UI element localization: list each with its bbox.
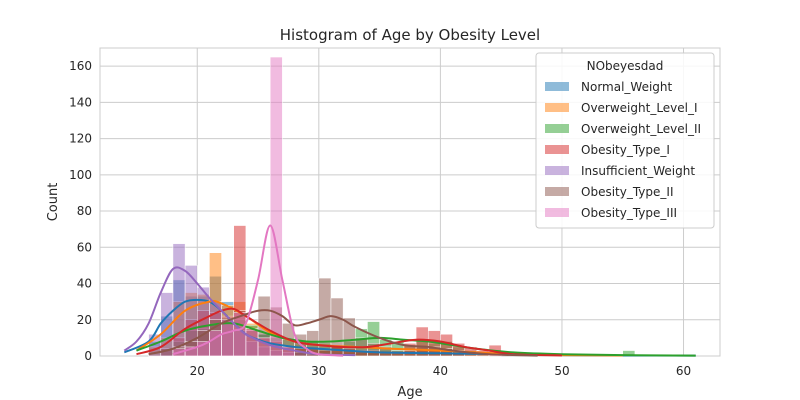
y-tick-label: 140	[69, 95, 92, 109]
legend-label-overweight-level-i: Overweight_Level_I	[581, 101, 698, 115]
y-axis-label: Count	[46, 183, 61, 222]
bar-obesity-type-iii	[269, 56, 283, 357]
x-tick-label: 40	[433, 364, 448, 378]
kde-line-overweight-level-ii	[136, 322, 696, 357]
y-tick-label: 60	[77, 240, 92, 254]
y-tick-label: 100	[69, 168, 92, 182]
y-tick-label: 40	[77, 277, 92, 291]
legend-swatch-obesity-type-ii	[545, 187, 569, 196]
y-tick-label: 80	[77, 204, 92, 218]
legend-swatch-obesity-type-iii	[545, 208, 569, 217]
kde-line-insufficient-weight	[123, 266, 356, 357]
kde-line-obesity-type-ii	[148, 309, 538, 357]
x-tick-label: 50	[554, 364, 569, 378]
kde-line-obesity-type-i	[136, 307, 562, 357]
bar-obesity-type-iii	[245, 328, 259, 357]
legend-swatch-normal-weight	[545, 82, 569, 91]
x-axis-label: Age	[397, 385, 422, 400]
legend-label-obesity-type-iii: Obesity_Type_III	[581, 206, 677, 220]
x-axis-ticks: 20 30 40 50 60	[190, 364, 692, 378]
x-tick-label: 60	[676, 364, 691, 378]
legend-label-obesity-type-i: Obesity_Type_I	[581, 143, 670, 157]
legend-swatch-overweight-level-ii	[545, 124, 569, 133]
legend-label-overweight-level-ii: Overweight_Level_II	[581, 122, 701, 136]
kde-curves	[123, 224, 696, 357]
legend-label-insufficient-weight: Insufficient_Weight	[581, 164, 695, 178]
bar-obesity-type-iii	[221, 319, 234, 357]
y-tick-label: 120	[69, 132, 92, 146]
legend-frame	[535, 52, 715, 229]
x-tick-label: 20	[190, 364, 205, 378]
legend-swatch-obesity-type-i	[545, 145, 569, 154]
legend-label-obesity-type-ii: Obesity_Type_II	[581, 185, 673, 199]
chart-title: Histogram of Age by Obesity Level	[280, 26, 540, 44]
kde-line-obesity-type-iii	[172, 224, 344, 357]
legend-label-normal-weight: Normal_Weight	[581, 80, 673, 94]
y-tick-label: 20	[77, 313, 92, 327]
x-tick-label: 30	[311, 364, 326, 378]
y-tick-label: 160	[69, 59, 92, 73]
legend-title: NObeyesdad	[587, 59, 664, 73]
legend-swatch-insufficient-weight	[545, 166, 569, 175]
bar-insufficient-weight	[172, 243, 186, 357]
legend: NObeyesdad Normal_Weight Overweight_Level…	[535, 52, 715, 229]
bar-obesity-type-ii	[415, 346, 429, 357]
legend-swatch-overweight-level-i	[545, 103, 569, 112]
y-axis-ticks: 0 20 40 60 80 100 120 140 160	[69, 59, 92, 363]
y-tick-label: 0	[84, 349, 92, 363]
legend-items: Normal_Weight Overweight_Level_I Overweigh…	[545, 80, 701, 220]
